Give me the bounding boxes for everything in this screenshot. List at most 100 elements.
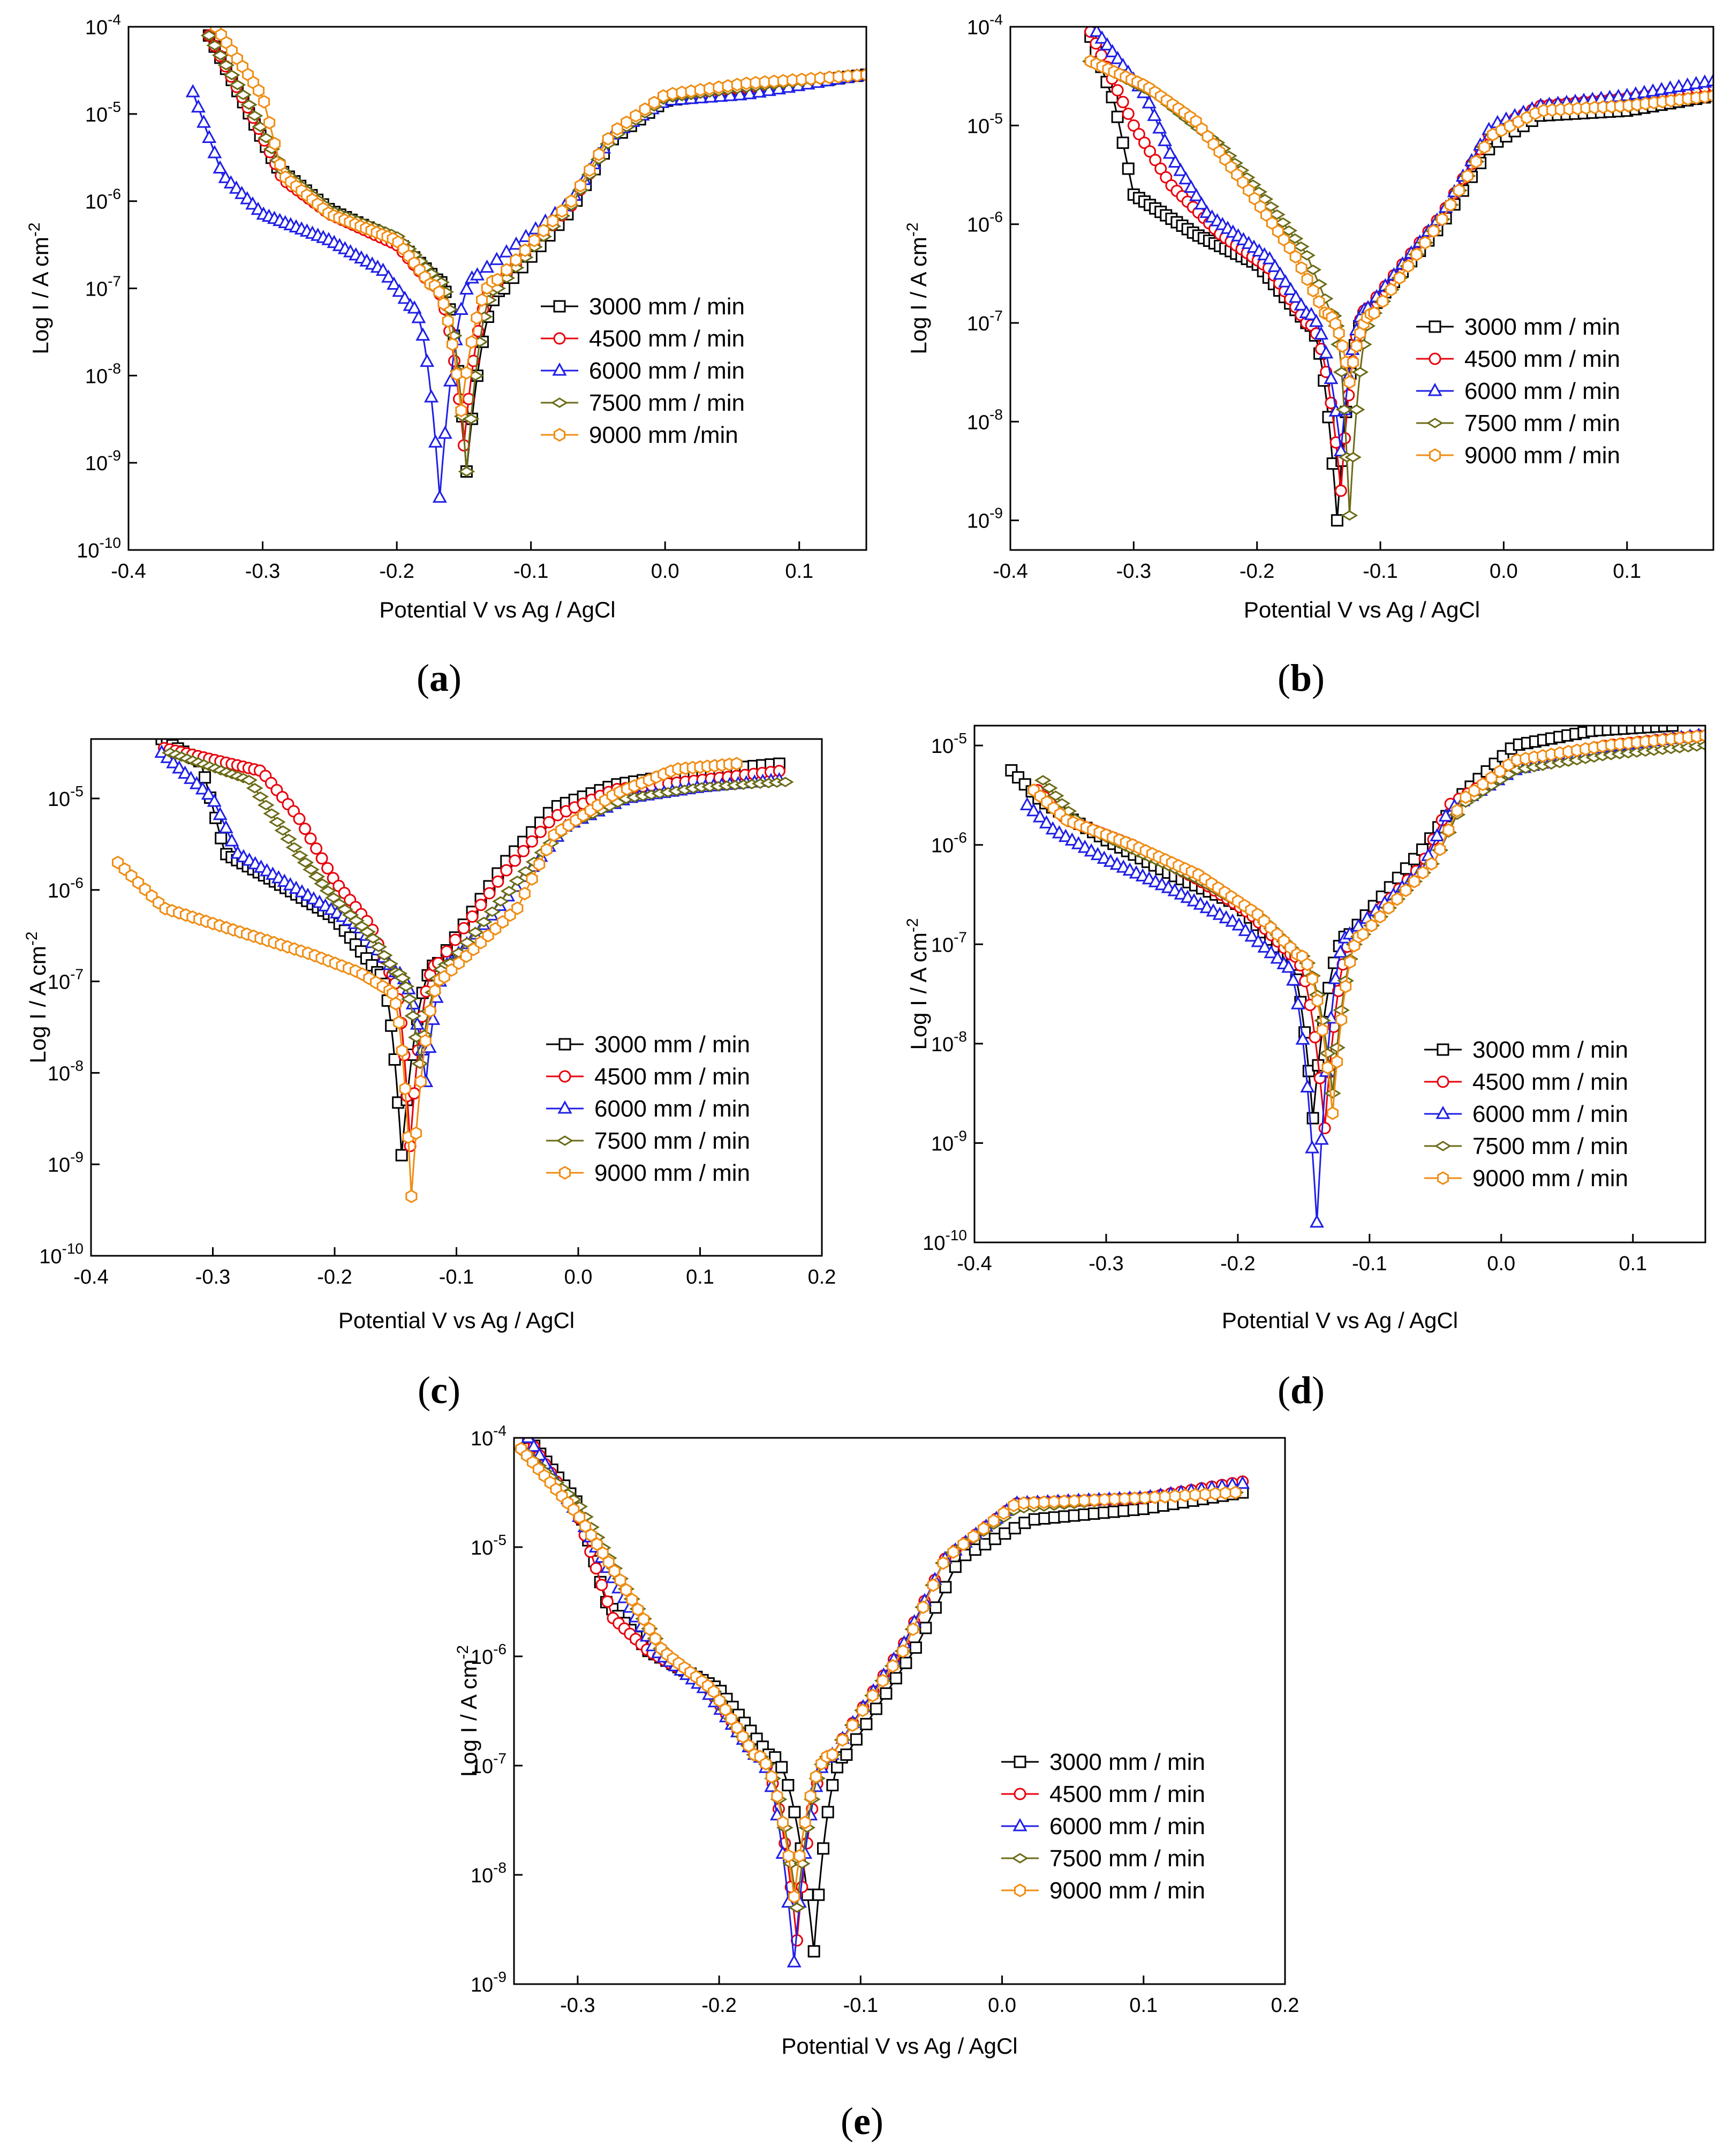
data-point <box>1342 389 1355 402</box>
data-point <box>1199 900 1214 914</box>
data-point <box>1451 803 1463 818</box>
data-point <box>397 981 415 992</box>
x-tick-label: -0.2 <box>1240 560 1274 583</box>
data-point <box>1068 1494 1080 1508</box>
data-point <box>644 1622 655 1636</box>
data-point <box>590 1562 602 1575</box>
data-point <box>253 84 265 97</box>
data-point <box>1478 140 1491 154</box>
data-point <box>246 110 263 121</box>
legend-label: 6000 mm / min <box>589 358 745 384</box>
data-point <box>1286 972 1301 986</box>
x-tick-label: -0.2 <box>317 1266 352 1288</box>
data-point <box>451 367 463 381</box>
data-point <box>1038 1495 1050 1509</box>
data-point <box>769 1751 782 1764</box>
data-point <box>200 30 218 41</box>
data-point <box>1122 162 1135 175</box>
data-point <box>1077 839 1092 853</box>
data-point <box>1281 959 1296 973</box>
data-point <box>1309 1214 1324 1228</box>
data-point <box>415 327 430 341</box>
data-point <box>1419 236 1431 250</box>
data-point <box>405 1189 418 1203</box>
data-point <box>1292 241 1310 252</box>
data-point <box>732 87 747 101</box>
data-point <box>575 178 587 193</box>
legend-marker <box>1014 1755 1026 1768</box>
data-point <box>1335 404 1353 415</box>
data-point <box>1385 283 1397 297</box>
data-point <box>1341 510 1358 521</box>
data-point <box>1045 821 1060 835</box>
x-axis-title: Potential V vs Ag / AgCl <box>338 1308 575 1333</box>
data-point <box>396 1044 408 1058</box>
data-point <box>206 40 223 51</box>
data-point <box>457 922 470 934</box>
legend-label: 7500 mm / min <box>1464 410 1620 436</box>
data-point <box>420 353 435 367</box>
x-axis-title: Potential V vs Ag / AgCl <box>1244 597 1480 622</box>
data-point <box>856 1703 868 1717</box>
data-point <box>1094 30 1109 44</box>
data-point <box>304 832 317 845</box>
data-point <box>602 132 614 146</box>
data-point <box>1374 910 1386 924</box>
x-tick-label: 0.1 <box>785 560 813 583</box>
data-point <box>279 833 297 845</box>
data-point <box>303 864 320 875</box>
data-point <box>1699 728 1705 743</box>
data-point <box>489 252 504 265</box>
data-point <box>1268 209 1286 220</box>
data-point <box>268 817 286 827</box>
data-point <box>1193 896 1208 910</box>
legend-label: 7500 mm / min <box>589 390 745 416</box>
data-point <box>977 1521 989 1536</box>
data-point <box>1183 179 1199 193</box>
data-point <box>492 273 503 287</box>
y-tick-label: 10-5 <box>931 730 967 758</box>
series-line-3 <box>192 74 866 498</box>
chart-panel-a: -0.4 -0.3 -0.2 -0.1 0.0 0.1 10-10 10-9 10-8 10-7 1… <box>26 11 867 699</box>
data-point <box>1194 196 1209 210</box>
y-tick-label: 10-7 <box>85 273 121 301</box>
data-point <box>1280 225 1298 236</box>
legend-marker <box>554 428 565 442</box>
data-point <box>788 1902 806 1913</box>
legend: 3000 mm / min 4500 mm / min 6000 mm / min 7… <box>1001 1749 1205 1904</box>
data-point <box>1257 939 1272 953</box>
data-point <box>364 933 382 944</box>
data-point <box>1278 274 1293 288</box>
data-point <box>211 50 229 61</box>
x-axis-title: Potential V vs Ag / AgCl <box>1222 1308 1458 1333</box>
data-point <box>788 1890 800 1904</box>
data-point <box>826 1747 838 1762</box>
data-point <box>1108 1492 1121 1506</box>
data-point <box>437 425 452 439</box>
data-point <box>467 927 484 938</box>
data-point <box>191 99 206 113</box>
data-point <box>458 466 475 477</box>
data-point <box>462 413 480 424</box>
series-group <box>185 27 866 503</box>
series-line-1 <box>208 35 866 472</box>
x-tick-label: -0.4 <box>957 1253 992 1275</box>
y-axis-title: Log I / A cm-2 <box>26 222 53 354</box>
data-point <box>847 1718 859 1732</box>
legend-label: 9000 mm /min <box>589 422 738 448</box>
data-point <box>1333 326 1345 341</box>
data-point <box>1084 843 1099 857</box>
data-point <box>198 771 211 784</box>
x-tick-label: -0.2 <box>379 560 414 583</box>
data-point <box>949 1561 962 1573</box>
data-point <box>407 300 422 314</box>
data-point <box>777 1815 789 1829</box>
data-point <box>207 145 222 159</box>
data-point <box>197 114 211 128</box>
x-tick-label: -0.1 <box>513 560 548 583</box>
data-point <box>807 1945 820 1958</box>
data-point <box>246 783 263 794</box>
data-point <box>1417 865 1429 880</box>
data-point <box>929 1601 942 1614</box>
legend-label: 6000 mm / min <box>1049 1813 1205 1840</box>
